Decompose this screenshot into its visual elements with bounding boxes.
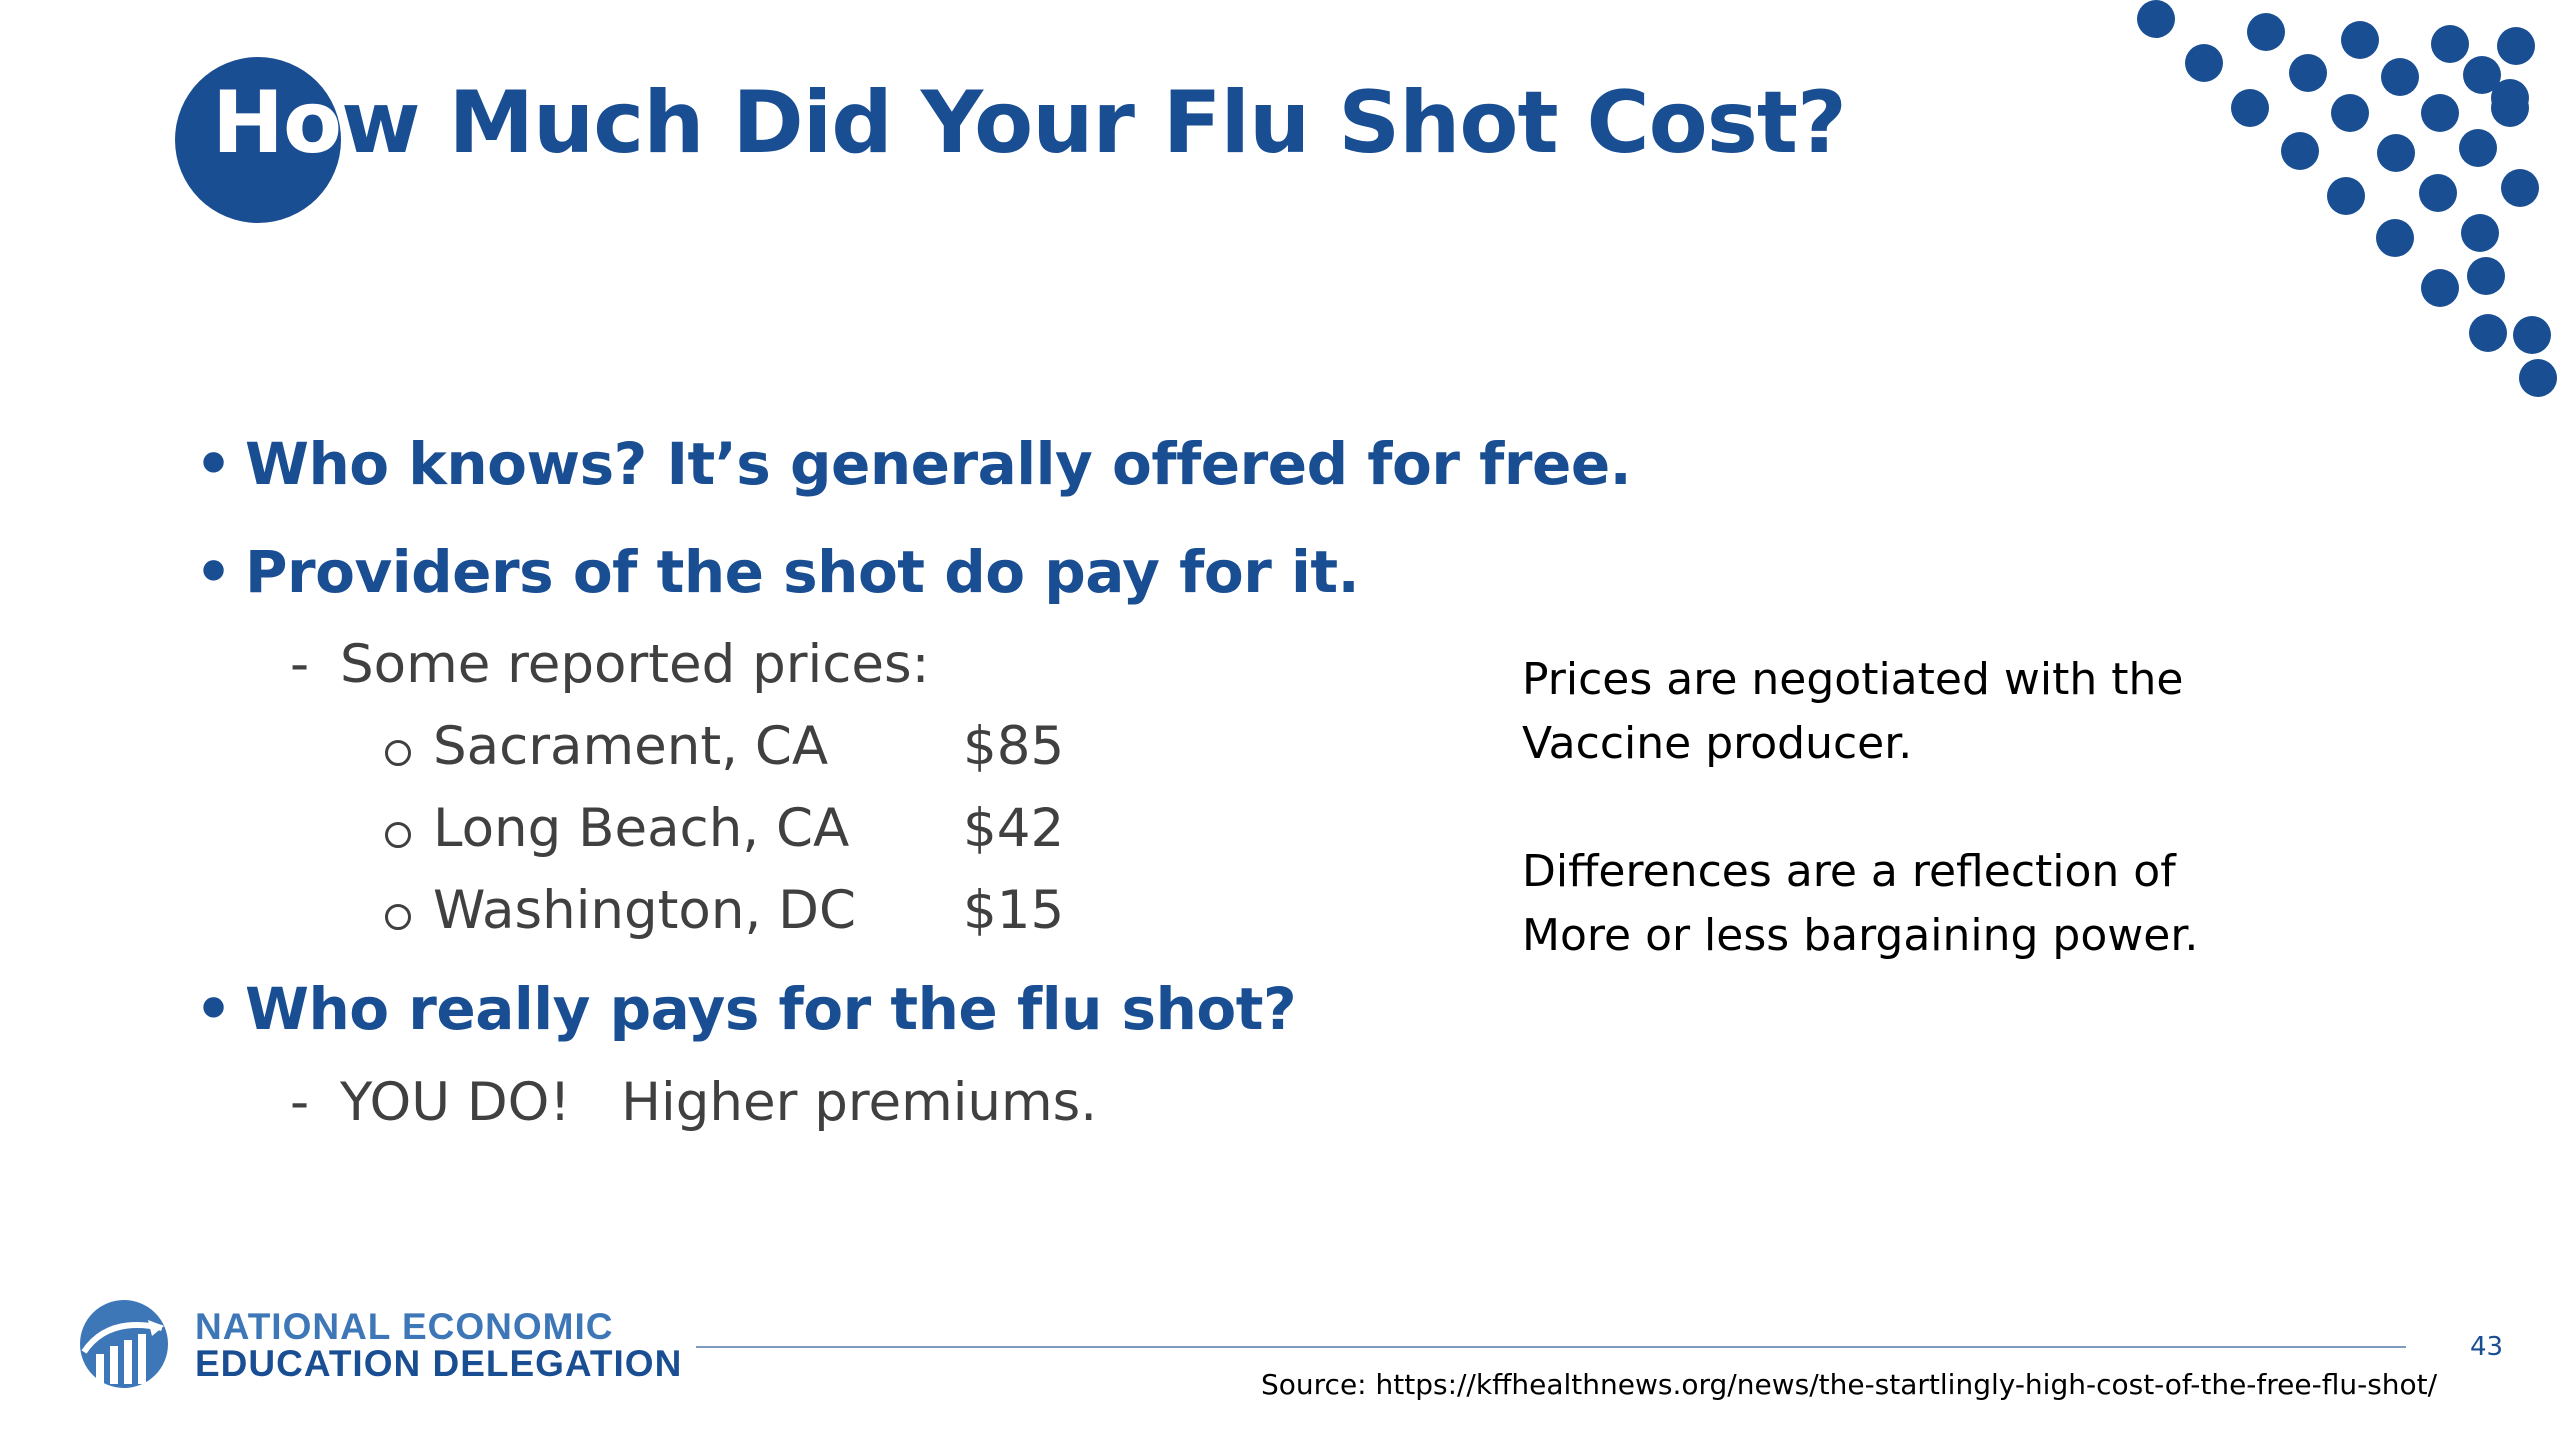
decorative-dot bbox=[2467, 257, 2505, 295]
price-row: Sacrament, CA $85 bbox=[385, 716, 1064, 786]
note-line-1: Prices are negotiated with the bbox=[1522, 654, 2184, 705]
title-highlight: Ho bbox=[212, 73, 342, 173]
price-value: $15 bbox=[963, 880, 1065, 941]
decorative-dot bbox=[2381, 58, 2419, 96]
note-line-4: More or less bargaining power. bbox=[1522, 910, 2199, 961]
note-line-3: Differences are a reflection of bbox=[1522, 846, 2176, 897]
decorative-dot bbox=[2289, 54, 2327, 92]
decorative-dot bbox=[2377, 134, 2415, 172]
price-value: $85 bbox=[963, 716, 1065, 777]
decorative-dot bbox=[2137, 0, 2175, 38]
source-citation: Source: https://kffhealthnews.org/news/t… bbox=[1261, 1368, 2438, 1401]
org-name-line-1: NATIONAL ECONOMIC bbox=[195, 1306, 614, 1347]
decorative-dot bbox=[2461, 214, 2499, 252]
decorative-dot bbox=[2421, 269, 2459, 307]
price-city: Long Beach, CA bbox=[433, 798, 850, 859]
decorative-dot bbox=[2247, 13, 2285, 51]
bullet-mark: • bbox=[195, 430, 232, 498]
bullet-1: • Who knows? It’s generally offered for f… bbox=[195, 430, 1632, 498]
page-title: How Much Did Your Flu Shot Cost? bbox=[212, 73, 1847, 173]
decorative-dot bbox=[2463, 56, 2501, 94]
circle-bullet-icon bbox=[385, 904, 411, 930]
sub-bullet-prices: - Some reported prices: bbox=[290, 634, 930, 695]
note-line-2: Vaccine producer. bbox=[1522, 718, 1913, 769]
decorative-dot bbox=[2421, 94, 2459, 132]
price-city: Sacrament, CA bbox=[433, 716, 829, 777]
dash-mark: - bbox=[290, 634, 310, 695]
decorative-dot bbox=[2281, 132, 2319, 170]
decorative-dot bbox=[2491, 89, 2529, 127]
org-name-line-2: EDUCATION DELEGATION bbox=[195, 1343, 683, 1384]
footer-divider bbox=[696, 1346, 2406, 1348]
decorative-dot bbox=[2469, 314, 2507, 352]
bullet-1-text: Who knows? It’s generally offered for fr… bbox=[245, 430, 1632, 498]
decorative-dot bbox=[2431, 25, 2469, 63]
circle-bullet-icon bbox=[385, 822, 411, 848]
decorative-dot bbox=[2327, 177, 2365, 215]
decorative-dot bbox=[2459, 129, 2497, 167]
decorative-dot bbox=[2376, 219, 2414, 257]
decorative-dot bbox=[2185, 44, 2223, 82]
sub-bullet-you-do: - YOU DO! Higher premiums. bbox=[290, 1072, 1097, 1133]
decorative-dot bbox=[2513, 316, 2551, 354]
decorative-dot bbox=[2341, 21, 2379, 59]
logo-icon bbox=[80, 1300, 168, 1388]
price-city: Washington, DC bbox=[433, 880, 856, 941]
decorative-dot bbox=[2419, 174, 2457, 212]
title-circle bbox=[175, 57, 341, 223]
decorative-dots bbox=[2137, 0, 2557, 397]
decorative-dot bbox=[2231, 89, 2269, 127]
page-number: 43 bbox=[2470, 1332, 2504, 1362]
dash-mark: - bbox=[290, 1072, 310, 1133]
bullet-2-text: Providers of the shot do pay for it. bbox=[245, 538, 1360, 606]
bullet-3-text: Who really pays for the flu shot? bbox=[245, 975, 1297, 1043]
price-row: Washington, DC $15 bbox=[385, 880, 1064, 950]
bullet-mark: • bbox=[195, 975, 232, 1043]
bullet-mark: • bbox=[195, 538, 232, 606]
price-value: $42 bbox=[963, 798, 1065, 859]
decorative-dot bbox=[2519, 359, 2557, 397]
title-rest: w Much Did Your Flu Shot Cost? bbox=[341, 73, 1847, 173]
decorative-dot bbox=[2497, 27, 2535, 65]
sub-bullet-prices-text: Some reported prices: bbox=[340, 634, 930, 695]
circle-bullet-icon bbox=[385, 740, 411, 766]
bullet-3: • Who really pays for the flu shot? bbox=[195, 975, 1297, 1043]
sub-bullet-you-do-text: YOU DO! Higher premiums. bbox=[340, 1072, 1098, 1133]
decorative-dot bbox=[2501, 169, 2539, 207]
price-row: Long Beach, CA $42 bbox=[385, 798, 1064, 868]
bullet-2: • Providers of the shot do pay for it. bbox=[195, 538, 1360, 606]
decorative-dot bbox=[2331, 94, 2369, 132]
